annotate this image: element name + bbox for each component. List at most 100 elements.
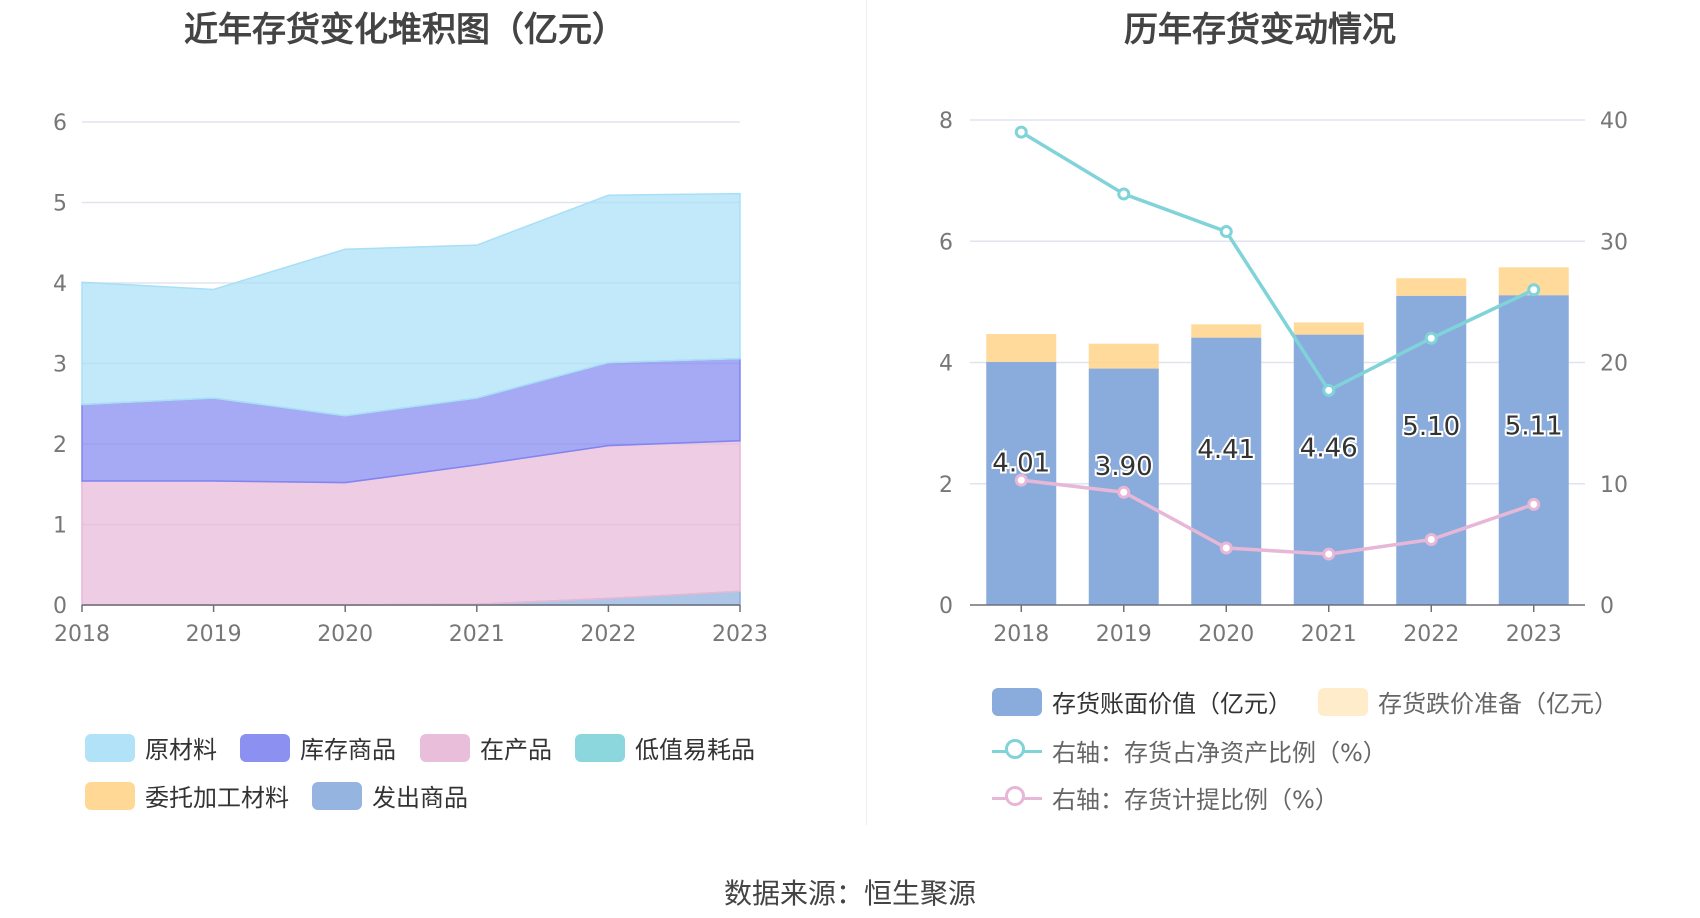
bar-book-value [1191, 337, 1262, 605]
left-axis-tick-label: 6 [939, 230, 953, 255]
line-point [1117, 485, 1131, 499]
right-x-tick-label: 2018 [993, 622, 1049, 647]
left-y-tick-label: 1 [53, 514, 67, 539]
legend-label: 发出商品 [372, 784, 468, 812]
left-x-tick-label: 2018 [54, 622, 110, 647]
left-x-tick-label: 2019 [186, 622, 242, 647]
left-axis-tick-label: 8 [939, 109, 953, 134]
legend-swatch [240, 733, 290, 762]
right-x-tick-label: 2021 [1301, 622, 1357, 647]
left-x-tick-label: 2021 [449, 622, 505, 647]
bar-book-value [1396, 295, 1467, 605]
bar-book-value [1293, 334, 1364, 605]
legend-swatch [420, 733, 470, 762]
legend-item-发出商品[interactable]: 发出商品 [312, 778, 468, 813]
legend-item-book-value[interactable]: 存货账面价值（亿元） [992, 684, 1292, 719]
legend-label: 原材料 [145, 736, 217, 764]
right-x-tick-label: 2023 [1506, 622, 1562, 647]
left-x-tick-label: 2023 [712, 622, 768, 647]
right-axis-tick-label: 0 [1600, 594, 1614, 619]
bar-value-label: 4.41 [1197, 435, 1255, 465]
bar-value-label: 4.01 [992, 448, 1050, 478]
legend-label: 库存商品 [300, 736, 396, 764]
right-chart-axis: 2018 2019 2020 2021 2022 2023 [970, 604, 1585, 647]
left-x-tick-label: 2020 [317, 622, 373, 647]
legend-label: 存货跌价准备（亿元） [1378, 690, 1618, 718]
line-provision-ratio [1021, 478, 1535, 556]
legend-item-低值易耗品[interactable]: 低值易耗品 [575, 730, 755, 765]
legend-label: 右轴：存货计提比例（%） [1052, 786, 1339, 814]
line-point [1014, 125, 1028, 139]
line-point [1219, 225, 1233, 239]
line-point [1219, 541, 1233, 555]
right-chart-labels: 4.01 3.90 4.41 4.46 5.10 5.11 [990, 410, 1564, 484]
legend-swatch [575, 733, 625, 762]
left-chart-areas [81, 192, 741, 606]
line-point [1014, 473, 1028, 487]
bar-value-label: 5.10 [1402, 412, 1460, 442]
right-chart-lines [1014, 125, 1541, 561]
legend-label: 右轴：存货占净资产比例（%） [1052, 739, 1387, 767]
left-axis-tick-label: 2 [939, 473, 953, 498]
legend-swatch [85, 733, 135, 762]
bar-book-value [1498, 295, 1569, 605]
line-point [1117, 187, 1131, 201]
left-axis-tick-label: 4 [939, 352, 953, 377]
legend-label: 存货账面价值（亿元） [1052, 690, 1292, 718]
legend-line-swatch [992, 737, 1042, 765]
legend-swatch [992, 687, 1042, 716]
left-y-tick-label: 2 [53, 433, 67, 458]
right-chart-bars [986, 267, 1569, 605]
legend-item-在产品[interactable]: 在产品 [420, 730, 552, 765]
left-y-tick-label: 0 [53, 594, 67, 619]
legend-swatch [312, 781, 362, 810]
legend-swatch [1318, 687, 1368, 716]
left-y-tick-label: 5 [53, 192, 67, 217]
bar-impairment [1396, 278, 1467, 296]
left-y-tick-label: 4 [53, 272, 67, 297]
right-axis-tick-label: 10 [1600, 473, 1628, 498]
bar-value-label: 5.11 [1505, 412, 1563, 442]
area-series-原材料 [81, 192, 741, 417]
legend-item-provision-ratio[interactable]: 右轴：存货计提比例（%） [992, 780, 1339, 815]
legend-label: 低值易耗品 [635, 736, 755, 764]
line-point [1527, 283, 1541, 297]
line-point [1322, 547, 1336, 561]
right-x-tick-label: 2022 [1403, 622, 1459, 647]
data-source-note: 数据来源：恒生聚源 [723, 877, 976, 910]
right-x-tick-label: 2020 [1198, 622, 1254, 647]
right-chart-grid: 0 2 4 6 8 0 10 20 30 40 [939, 109, 1628, 619]
line-inventory-to-equity [1020, 130, 1535, 393]
left-axis-tick-label: 0 [939, 594, 953, 619]
legend-label: 在产品 [480, 736, 552, 764]
left-chart-axis: 2018 2019 2020 2021 2022 2023 [54, 604, 768, 647]
legend-item-原材料[interactable]: 原材料 [85, 730, 217, 765]
legend-item-inventory-to-equity[interactable]: 右轴：存货占净资产比例（%） [992, 733, 1387, 768]
right-chart-title: 历年存货变动情况 [1124, 10, 1396, 50]
legend-item-库存商品[interactable]: 库存商品 [240, 730, 396, 765]
bar-impairment [1191, 324, 1262, 338]
bar-impairment [1088, 343, 1159, 369]
right-axis-tick-label: 20 [1600, 352, 1628, 377]
line-point [1527, 497, 1541, 511]
panel-divider [866, 0, 867, 825]
left-x-tick-label: 2022 [580, 622, 636, 647]
right-axis-tick-label: 30 [1600, 230, 1628, 255]
legend-item-委托加工材料[interactable]: 委托加工材料 [85, 778, 289, 813]
right-x-tick-label: 2019 [1096, 622, 1152, 647]
left-y-tick-label: 3 [53, 353, 67, 378]
bar-impairment [1293, 322, 1364, 335]
legend-label: 委托加工材料 [145, 784, 289, 812]
legend-swatch [85, 781, 135, 810]
left-y-tick-label: 6 [53, 111, 67, 136]
left-chart-title: 近年存货变化堆积图（亿元） [184, 10, 626, 50]
right-axis-tick-label: 40 [1600, 109, 1628, 134]
bar-value-label: 4.46 [1300, 433, 1358, 463]
bar-value-label: 3.90 [1095, 452, 1153, 482]
legend-line-swatch [992, 784, 1042, 812]
bar-impairment [986, 334, 1057, 362]
line-point [1424, 331, 1438, 345]
legend-item-impairment[interactable]: 存货跌价准备（亿元） [1318, 684, 1618, 719]
line-point [1322, 383, 1336, 397]
